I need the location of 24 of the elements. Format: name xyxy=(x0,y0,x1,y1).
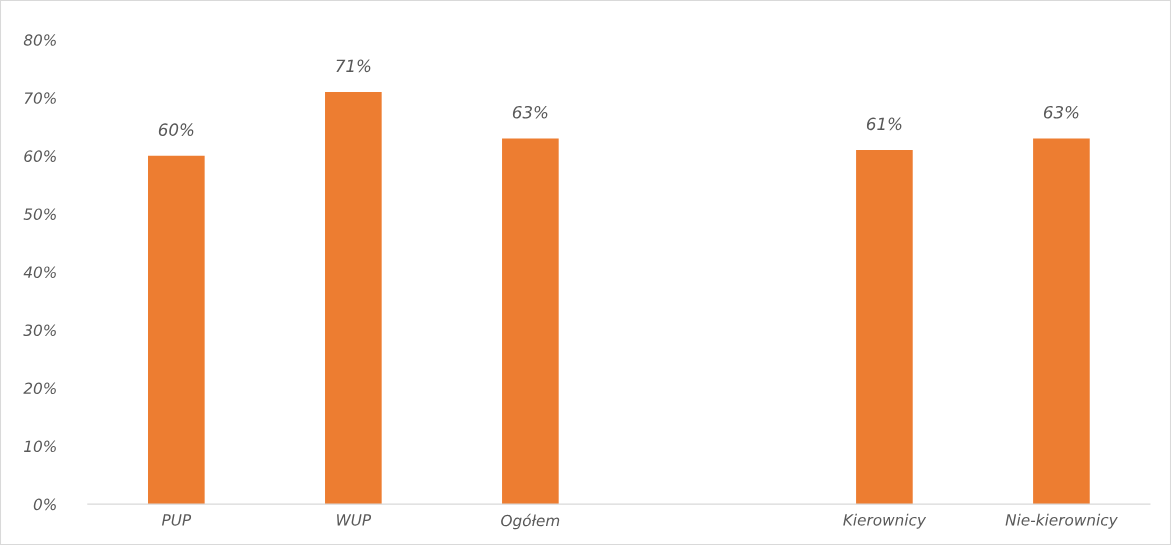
bar xyxy=(325,92,382,505)
y-tick-label: 60% xyxy=(24,150,56,162)
data-label: 71% xyxy=(336,59,371,73)
x-tick-label: Ogółem xyxy=(501,513,560,530)
y-tick-label: 80% xyxy=(23,34,56,46)
data-label: 63% xyxy=(1043,105,1079,119)
x-tick-label: Kierownicy xyxy=(843,513,927,529)
x-tick-label: PUP xyxy=(161,514,192,526)
bar xyxy=(502,138,559,505)
x-tick-label: Nie-kierownicy xyxy=(1005,513,1118,529)
y-tick-label: 10% xyxy=(24,440,56,453)
y-tick-label: 40% xyxy=(23,266,56,278)
y-tick-label: 0% xyxy=(33,498,56,511)
data-label: 60% xyxy=(158,123,194,136)
y-tick-label: 20% xyxy=(23,382,56,395)
x-tick-label: WUP xyxy=(337,514,372,526)
y-tick-label: 30% xyxy=(23,324,56,337)
data-label: 61% xyxy=(866,117,902,131)
bar xyxy=(1033,138,1090,505)
y-tick-label: 50% xyxy=(23,208,56,220)
bar xyxy=(148,155,205,505)
y-tick-label: 70% xyxy=(24,92,56,104)
data-label: 63% xyxy=(512,105,548,119)
bar xyxy=(856,150,913,505)
